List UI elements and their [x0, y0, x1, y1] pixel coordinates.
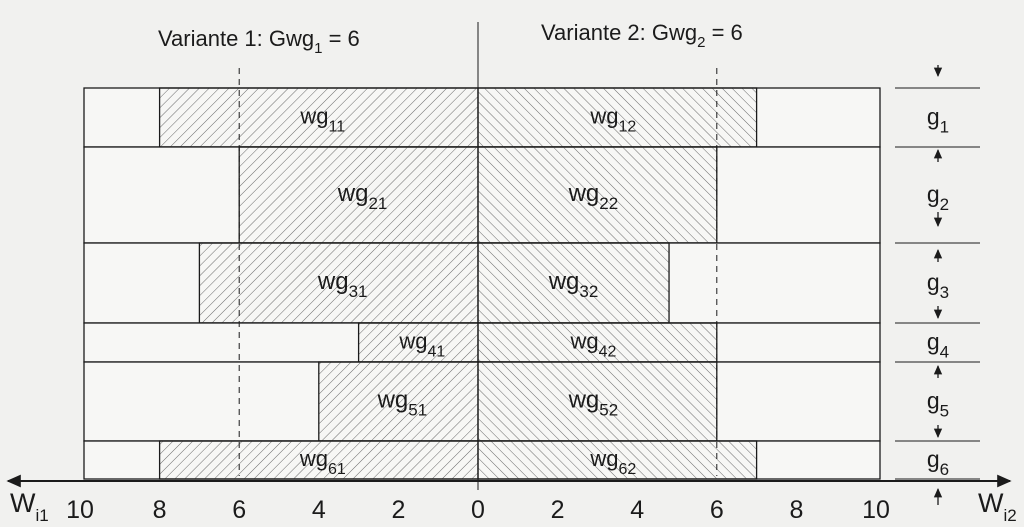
tick-label: 4	[630, 496, 644, 524]
group-label-g3: g3	[927, 269, 949, 302]
guides-layer	[238, 22, 718, 490]
bar-label-variant-2: wg12	[589, 104, 636, 136]
bar-label-variant-1: wg61	[299, 446, 346, 478]
bar-label-variant-2: wg22	[568, 180, 619, 213]
bar-label-variant-1: wg21	[337, 180, 388, 213]
row-6: wg61 wg62	[83, 440, 881, 480]
row-1: wg11 wg12	[83, 87, 881, 148]
bar-label-variant-2: wg42	[569, 329, 616, 361]
tick-label: 6	[710, 496, 724, 524]
axis-label-right: Wi2	[978, 488, 1017, 525]
bar-label-variant-2: wg32	[548, 268, 599, 301]
variant-2-title: Variante 2: Gwg2 = 6	[541, 20, 743, 51]
tick-labels: 10 8 6 4 2 0 2 4 6 8 10	[66, 496, 890, 524]
bar-label-variant-2: wg52	[568, 387, 619, 420]
tick-label: 0	[471, 496, 485, 524]
bar-variant-1	[318, 361, 479, 442]
bar-variant-1	[238, 146, 479, 244]
tick-label: 8	[789, 496, 803, 524]
row-5: wg51 wg52	[83, 361, 881, 442]
variant-1-title: Variante 1: Gwg1 = 6	[158, 26, 360, 57]
bar-variant-1	[198, 242, 479, 324]
tick-label: 2	[551, 496, 565, 524]
row-2: wg21 wg22	[83, 146, 881, 244]
bar-variant-2	[477, 146, 718, 244]
bar-label-variant-1: wg41	[398, 329, 445, 361]
axis-label-left: Wi1	[10, 488, 49, 525]
rows-layer: wg11 wg12 wg21 wg22 wg31 wg32 wg41 wg42 wg51 wg52…	[83, 87, 881, 480]
group-label-g5: g5	[927, 388, 949, 421]
row-3: wg31 wg32	[83, 242, 881, 324]
bar-label-variant-1: wg51	[377, 387, 428, 420]
bar-label-variant-1: wg11	[299, 104, 345, 136]
bar-variant-1	[357, 322, 479, 363]
tick-label: 2	[391, 496, 405, 524]
group-column: g1 g2 g3 g4 g5 g6	[895, 65, 980, 505]
tick-label: 8	[153, 496, 167, 524]
group-label-g4: g4	[927, 329, 949, 362]
bar-variant-2	[477, 322, 718, 363]
group-label-g1: g1	[927, 104, 949, 137]
bar-variant-1	[158, 87, 479, 148]
bar-variant-2	[477, 242, 670, 324]
bar-label-variant-1: wg31	[317, 268, 368, 301]
row-4: wg41 wg42	[83, 322, 881, 363]
tick-label: 10	[862, 496, 890, 524]
bar-variant-2	[477, 87, 758, 148]
tick-label: 6	[232, 496, 246, 524]
tick-label: 4	[312, 496, 326, 524]
group-label-g6: g6	[927, 446, 949, 479]
group-label-g2: g2	[927, 181, 949, 214]
bar-variant-2	[477, 361, 718, 442]
bar-label-variant-2: wg62	[589, 446, 636, 478]
tick-label: 10	[66, 496, 94, 524]
